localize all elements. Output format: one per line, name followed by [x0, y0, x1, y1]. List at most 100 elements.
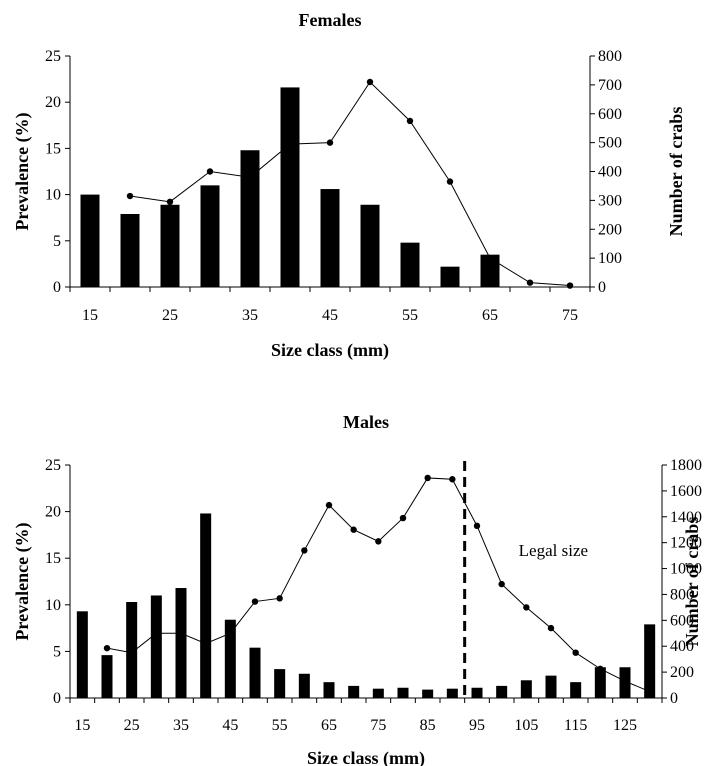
- crab-count-point: [572, 649, 579, 656]
- prevalence-bar: [200, 185, 220, 287]
- prevalence-bar: [570, 682, 582, 698]
- x-tick-label: 65: [321, 717, 337, 734]
- crab-count-point: [103, 644, 111, 652]
- y2-tick-label: 400: [598, 164, 622, 181]
- crab-count-line: [129, 81, 571, 287]
- y-tick-label: 0: [53, 279, 61, 296]
- x-tick-label: 55: [272, 717, 288, 734]
- y-tick-label: 5: [53, 233, 61, 250]
- y2-tick-label: 0: [598, 279, 606, 296]
- y2-tick-label: 0: [670, 690, 678, 707]
- prevalence-bar: [471, 687, 483, 698]
- y-tick-label: 10: [45, 597, 61, 614]
- y-tick-label: 5: [53, 643, 61, 660]
- prevalence-bar: [240, 150, 260, 287]
- crab-count-point: [523, 604, 530, 611]
- crab-count-point: [202, 640, 209, 647]
- y2-tick-label: 400: [670, 638, 694, 655]
- y2-tick-label: 300: [598, 192, 622, 209]
- crab-count-point: [526, 279, 534, 286]
- prevalence-bar: [440, 266, 460, 287]
- crab-count-point: [399, 514, 407, 522]
- crab-count-point: [177, 630, 185, 637]
- prevalence-bar: [446, 688, 458, 698]
- prevalence-bar: [644, 624, 656, 698]
- prevalence-bar: [101, 655, 113, 698]
- crab-count-point: [206, 168, 214, 175]
- x-tick-label: 125: [613, 717, 637, 734]
- y-axis-label: Prevalence (%): [12, 112, 33, 230]
- x-tick-label: 105: [514, 717, 538, 734]
- prevalence-bar: [480, 254, 500, 287]
- y-tick-label: 20: [45, 504, 61, 521]
- crab-count-point: [366, 78, 374, 86]
- crab-count-point: [424, 474, 431, 482]
- y2-tick-label: 200: [598, 221, 622, 238]
- x-tick-label: 35: [173, 717, 189, 734]
- prevalence-bar: [545, 675, 557, 698]
- crab-count-point: [128, 649, 135, 656]
- y-tick-label: 25: [45, 48, 61, 65]
- prevalence-bar: [323, 682, 335, 698]
- y2-tick-label: 800: [598, 48, 622, 65]
- y2-tick-label: 600: [598, 106, 622, 123]
- y-tick-label: 20: [45, 94, 61, 111]
- chart-title: Males: [343, 412, 389, 432]
- prevalence-bar: [200, 513, 212, 698]
- x-tick-label: 115: [564, 717, 587, 734]
- crab-count-point: [153, 630, 160, 637]
- crab-count-point: [498, 580, 505, 588]
- crab-count-point: [286, 140, 294, 148]
- crab-count-point: [621, 677, 629, 685]
- males-chart: Males 0 5 10 15 20 25 0 200 400 600 800 1000 1200 1400…: [12, 412, 702, 766]
- x-tick-label: 15: [74, 717, 90, 734]
- x-axis-label: Size class (mm): [271, 340, 389, 361]
- y2-tick-label: 1200: [670, 535, 702, 552]
- y2-tick-label: 200: [670, 664, 694, 681]
- crab-count-point: [375, 538, 382, 545]
- x-tick-label: 45: [322, 307, 338, 324]
- prevalence-bar: [249, 647, 261, 698]
- prevalence-bar: [372, 688, 384, 698]
- prevalence-bar: [397, 687, 409, 698]
- prevalence-bar: [280, 87, 300, 287]
- x-tick-label: 85: [420, 717, 436, 734]
- crab-count-point: [566, 282, 574, 289]
- prevalence-bar: [400, 242, 420, 287]
- crab-count-point: [126, 192, 134, 200]
- crab-count-line: [106, 477, 650, 692]
- crab-count-point: [406, 117, 414, 125]
- x-tick-label: 25: [124, 717, 140, 734]
- x-tick-label: 25: [162, 307, 178, 324]
- prevalence-bar: [496, 685, 508, 698]
- y-tick-label: 25: [45, 457, 61, 474]
- legal-size-label: Legal size: [519, 541, 588, 560]
- crab-count-point: [251, 598, 259, 605]
- y-axis-label: Prevalence (%): [12, 522, 33, 640]
- prevalence-bar: [120, 214, 140, 287]
- prevalence-bar: [298, 673, 310, 698]
- prevalence-bar: [150, 595, 162, 698]
- crab-count-point: [597, 665, 604, 673]
- crab-count-point: [246, 174, 254, 181]
- y2-tick-label: 1600: [670, 483, 702, 500]
- crab-count-point: [646, 688, 653, 695]
- prevalence-bar: [76, 611, 88, 698]
- y2-tick-label: 1800: [670, 457, 702, 474]
- y2-tick-label: 1400: [670, 509, 702, 526]
- y2-axis-label: Number of crabs: [682, 517, 702, 647]
- crab-count-point: [166, 198, 174, 206]
- y2-tick-label: 600: [670, 612, 694, 629]
- females-chart: Females 0 5 10 15 20 25 0 100 200 300 400 500 600 700 8…: [12, 10, 686, 361]
- prevalence-bar: [224, 619, 236, 698]
- y2-tick-label: 800: [670, 586, 694, 603]
- prevalence-bar: [80, 194, 100, 287]
- y2-tick-label: 100: [598, 250, 622, 267]
- prevalence-bar: [360, 204, 380, 287]
- x-tick-label: 65: [482, 307, 498, 324]
- y2-tick-label: 700: [598, 77, 622, 94]
- y2-tick-label: 1000: [670, 561, 702, 578]
- y-tick-label: 15: [45, 550, 61, 567]
- y2-axis-label: Number of crabs: [666, 107, 686, 237]
